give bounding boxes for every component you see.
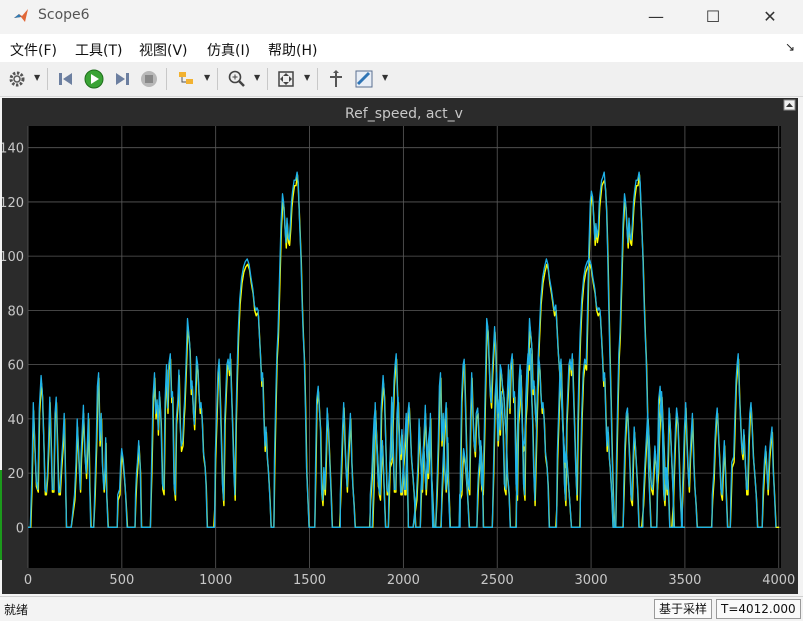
maximize-button[interactable]: ☐ <box>690 0 736 32</box>
y-tick-label: 120 <box>2 196 24 211</box>
signal-select-icon[interactable] <box>174 67 198 91</box>
toolbar-divider <box>217 68 218 90</box>
scope-display: 0 20 40 60 80 100 120 140 0 500 1000 1500 2000 2500 3… <box>0 98 798 594</box>
x-tick-label: 500 <box>109 573 134 588</box>
fit-dropdown-icon[interactable]: ▼ <box>304 73 311 82</box>
toolbar: ▼ ▼ ▼ ▼ ▼ <box>0 62 803 97</box>
x-tick-label: 3000 <box>575 573 608 588</box>
y-tick-label: 140 <box>2 142 24 157</box>
y-tick-label: 40 <box>7 413 24 428</box>
y-tick-label: 0 <box>16 521 24 536</box>
y-tick-label: 80 <box>7 304 24 319</box>
run-icon[interactable] <box>82 67 106 91</box>
x-tick-label: 4000 <box>762 573 795 588</box>
x-tick-label: 2500 <box>481 573 514 588</box>
undock-icon[interactable] <box>783 99 796 111</box>
series-lines <box>28 171 780 528</box>
series-act-v <box>28 171 685 528</box>
step-forward-icon[interactable] <box>110 67 134 91</box>
grid-lines <box>27 126 781 568</box>
menu-tools[interactable]: 工具(T) <box>75 43 123 59</box>
minimize-icon: — <box>648 6 664 26</box>
toolbar-divider <box>47 68 48 90</box>
x-tick-label: 2000 <box>387 573 420 588</box>
x-tick-label: 1500 <box>293 573 326 588</box>
y-tick-label: 20 <box>7 467 24 482</box>
step-back-icon[interactable] <box>54 67 78 91</box>
zoom-icon[interactable] <box>225 67 249 91</box>
style-icon[interactable] <box>352 67 376 91</box>
window-title: Scope6 <box>38 7 90 23</box>
dock-arrow-icon[interactable]: ↘ <box>784 40 795 54</box>
matlab-logo-icon <box>14 9 28 22</box>
title-bar: Scope6 — ☐ ✕ <box>0 0 803 32</box>
cursor-icon[interactable] <box>324 67 348 91</box>
scope-plot[interactable]: 0 20 40 60 80 100 120 140 0 500 1000 1500 2000 2500 3… <box>0 98 798 594</box>
menu-help[interactable]: 帮助(H) <box>268 43 318 59</box>
gear-icon[interactable] <box>5 67 29 91</box>
plot-title: Ref_speed, act_v <box>345 106 463 122</box>
y-tick-label: 100 <box>2 250 24 265</box>
y-tick-labels: 0 20 40 60 80 100 120 140 <box>0 142 24 537</box>
menu-view[interactable]: 视图(V) <box>139 43 188 59</box>
toolbar-divider <box>267 68 268 90</box>
left-edge-marker <box>0 470 2 560</box>
toolbar-divider <box>166 68 167 90</box>
x-tick-label: 0 <box>24 573 32 588</box>
signal-dropdown-icon[interactable]: ▼ <box>204 73 211 82</box>
maximize-icon: ☐ <box>705 6 721 26</box>
status-time: T=4012.000 <box>716 599 801 619</box>
stop-icon[interactable] <box>137 67 161 91</box>
menu-simulation[interactable]: 仿真(I) <box>207 43 251 59</box>
style-dropdown-icon[interactable]: ▼ <box>382 73 389 82</box>
zoom-dropdown-icon[interactable]: ▼ <box>254 73 261 82</box>
menu-bar: 文件(F) 工具(T) 视图(V) 仿真(I) 帮助(H) ↘ <box>0 34 803 62</box>
gear-dropdown-icon[interactable]: ▼ <box>34 73 41 82</box>
menu-file[interactable]: 文件(F) <box>10 43 57 59</box>
x-tick-label: 1000 <box>199 573 232 588</box>
series-act-v-cycle-2 <box>370 171 777 528</box>
x-tick-labels: 0 500 1000 1500 2000 2500 3000 3500 4000 <box>24 573 795 588</box>
status-ready: 就绪 <box>4 603 29 617</box>
close-button[interactable]: ✕ <box>747 0 793 32</box>
close-icon: ✕ <box>763 6 777 26</box>
status-mode: 基于采样 <box>654 599 713 619</box>
fit-icon[interactable] <box>274 67 298 91</box>
minimize-button[interactable]: — <box>633 0 679 32</box>
y-tick-label: 60 <box>7 359 24 374</box>
status-bar: 就绪 基于采样 T=4012.000 <box>0 596 803 621</box>
x-tick-label: 3500 <box>668 573 701 588</box>
toolbar-divider <box>317 68 318 90</box>
